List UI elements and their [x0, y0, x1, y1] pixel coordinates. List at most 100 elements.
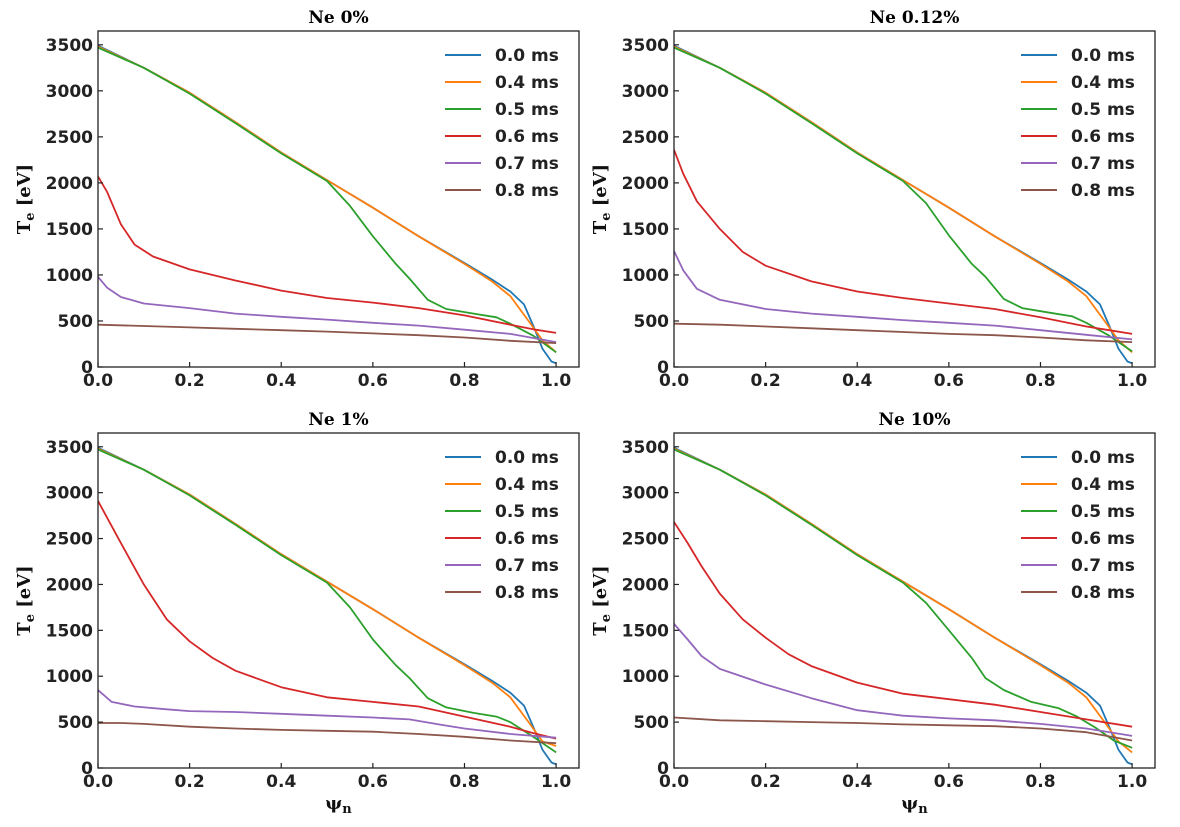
legend-label: 0.0 ms	[495, 46, 559, 66]
x-tick-label: 0.0	[83, 772, 113, 792]
legend: 0.0 ms 0.4 ms 0.5 ms 0.6 ms 0.7 ms 0.8 ms	[1021, 448, 1135, 603]
x-tick-label: 0.4	[842, 772, 872, 792]
legend-label: 0.6 ms	[1071, 529, 1135, 549]
series-group	[674, 44, 1133, 365]
x-tick-label: 0.6	[358, 371, 388, 391]
series-line-0-4-ms	[98, 447, 557, 747]
y-axis-label: Te [eV]	[14, 164, 38, 234]
x-tick-label: 1.0	[1117, 772, 1147, 792]
series-line-0-5-ms	[98, 448, 557, 754]
y-tick-label: 500	[58, 713, 94, 733]
y-axis-label: Te [eV]	[14, 565, 38, 635]
panel-4: Ne 10% 0.0 0.2 0.4 0.6 0.8 1.0 0 500 1000 1500 2000…	[590, 410, 1156, 817]
x-tick-label: 0.4	[266, 772, 296, 792]
series-line-0-7-ms	[98, 276, 557, 343]
legend-label: 0.5 ms	[495, 502, 559, 522]
y-tick-label: 3500	[622, 438, 669, 458]
legend-label: 0.4 ms	[495, 73, 559, 93]
series-line-0-5-ms	[674, 46, 1133, 353]
y-tick-label: 3500	[622, 36, 669, 56]
x-tick-label: 0.2	[751, 371, 781, 391]
legend-label: 0.5 ms	[1071, 100, 1135, 120]
y-tick-label: 0	[657, 759, 669, 779]
panel-1: Ne 0% 0.0 0.2 0.4 0.6 0.8 1.0 0 500 1000 1500 2000 2…	[14, 8, 580, 391]
series-line-0-5-ms	[98, 46, 557, 354]
legend-label: 0.4 ms	[1071, 73, 1135, 93]
panel-title: Ne 0.12%	[870, 8, 960, 28]
legend-label: 0.8 ms	[1071, 583, 1135, 603]
y-tick-label: 3000	[622, 484, 669, 504]
y-tick-label: 0	[657, 358, 669, 378]
y-tick-label: 0	[81, 759, 93, 779]
x-tick-label: 0.2	[175, 371, 205, 391]
panel-title: Ne 10%	[878, 410, 950, 430]
legend-label: 0.0 ms	[1071, 448, 1135, 468]
series-group	[98, 446, 557, 766]
legend-label: 0.7 ms	[495, 556, 559, 576]
y-tick-label: 500	[634, 713, 670, 733]
series-group	[674, 446, 1133, 766]
legend-label: 0.8 ms	[495, 583, 559, 603]
legend-label: 0.4 ms	[1071, 475, 1135, 495]
x-tick-label: 0.6	[358, 772, 388, 792]
legend-label: 0.8 ms	[1071, 181, 1135, 201]
legend-label: 0.6 ms	[495, 127, 559, 147]
panel-2: Ne 0.12% 0.0 0.2 0.4 0.6 0.8 1.0 0 500 1000 1500 20…	[590, 8, 1156, 391]
y-tick-label: 2000	[622, 174, 669, 194]
x-axis-label: ψn	[325, 793, 352, 817]
y-tick-label: 2000	[46, 174, 93, 194]
x-tick-label: 0.2	[175, 772, 205, 792]
x-tick-label: 0.8	[449, 371, 479, 391]
x-tick-label: 1.0	[1117, 371, 1147, 391]
y-tick-label: 2000	[622, 575, 669, 595]
series-line-0-4-ms	[674, 447, 1133, 754]
legend-label: 0.8 ms	[495, 181, 559, 201]
x-tick-label: 1.0	[541, 772, 571, 792]
legend: 0.0 ms 0.4 ms 0.5 ms 0.6 ms 0.7 ms 0.8 ms	[1021, 46, 1135, 201]
y-axis-label: Te [eV]	[590, 565, 614, 635]
y-tick-label: 500	[58, 312, 94, 332]
y-axis-label: Te [eV]	[590, 164, 614, 234]
legend: 0.0 ms 0.4 ms 0.5 ms 0.6 ms 0.7 ms 0.8 ms	[445, 448, 559, 603]
y-tick-label: 3000	[622, 82, 669, 102]
plot-frame	[97, 30, 580, 368]
x-tick-label: 0.8	[449, 772, 479, 792]
y-tick-label: 0	[81, 358, 93, 378]
panel-3: Ne 1% 0.0 0.2 0.4 0.6 0.8 1.0 0 500 1000 1500 2000 2…	[14, 410, 580, 817]
series-line-0-4-ms	[674, 45, 1133, 353]
y-tick-label: 2500	[622, 128, 669, 148]
legend-label: 0.7 ms	[495, 154, 559, 174]
y-tick-label: 2500	[46, 128, 93, 148]
x-tick-label: 1.0	[541, 371, 571, 391]
y-tick-label: 1500	[622, 621, 669, 641]
legend-label: 0.0 ms	[1071, 46, 1135, 66]
x-tick-label: 0.0	[659, 772, 689, 792]
x-tick-label: 0.6	[934, 371, 964, 391]
x-tick-label: 0.4	[842, 371, 872, 391]
series-line-0-8-ms	[674, 716, 1133, 742]
x-tick-label: 0.4	[266, 371, 296, 391]
y-tick-label: 1000	[46, 667, 93, 687]
y-tick-label: 1000	[622, 667, 669, 687]
y-tick-label: 1000	[622, 266, 669, 286]
series-line-0-5-ms	[674, 448, 1133, 749]
y-tick-label: 2500	[46, 530, 93, 550]
x-axis-label: ψn	[901, 793, 928, 817]
panel-title: Ne 1%	[308, 410, 368, 430]
legend-label: 0.4 ms	[495, 475, 559, 495]
series-line-0-7-ms	[674, 250, 1133, 341]
series-line-0-6-ms	[98, 175, 557, 334]
y-tick-label: 2000	[46, 575, 93, 595]
series-line-0-0-ms	[98, 446, 557, 766]
legend: 0.0 ms 0.4 ms 0.5 ms 0.6 ms 0.7 ms 0.8 ms	[445, 46, 559, 201]
y-tick-label: 1500	[46, 621, 93, 641]
plot-frame	[97, 432, 580, 769]
series-line-0-8-ms	[98, 323, 557, 344]
y-tick-label: 3000	[46, 82, 93, 102]
series-line-0-6-ms	[98, 500, 557, 740]
series-line-0-6-ms	[674, 521, 1133, 728]
legend-label: 0.5 ms	[495, 100, 559, 120]
plot-frame	[673, 30, 1156, 368]
y-tick-label: 1500	[622, 220, 669, 240]
series-line-0-8-ms	[674, 322, 1133, 343]
